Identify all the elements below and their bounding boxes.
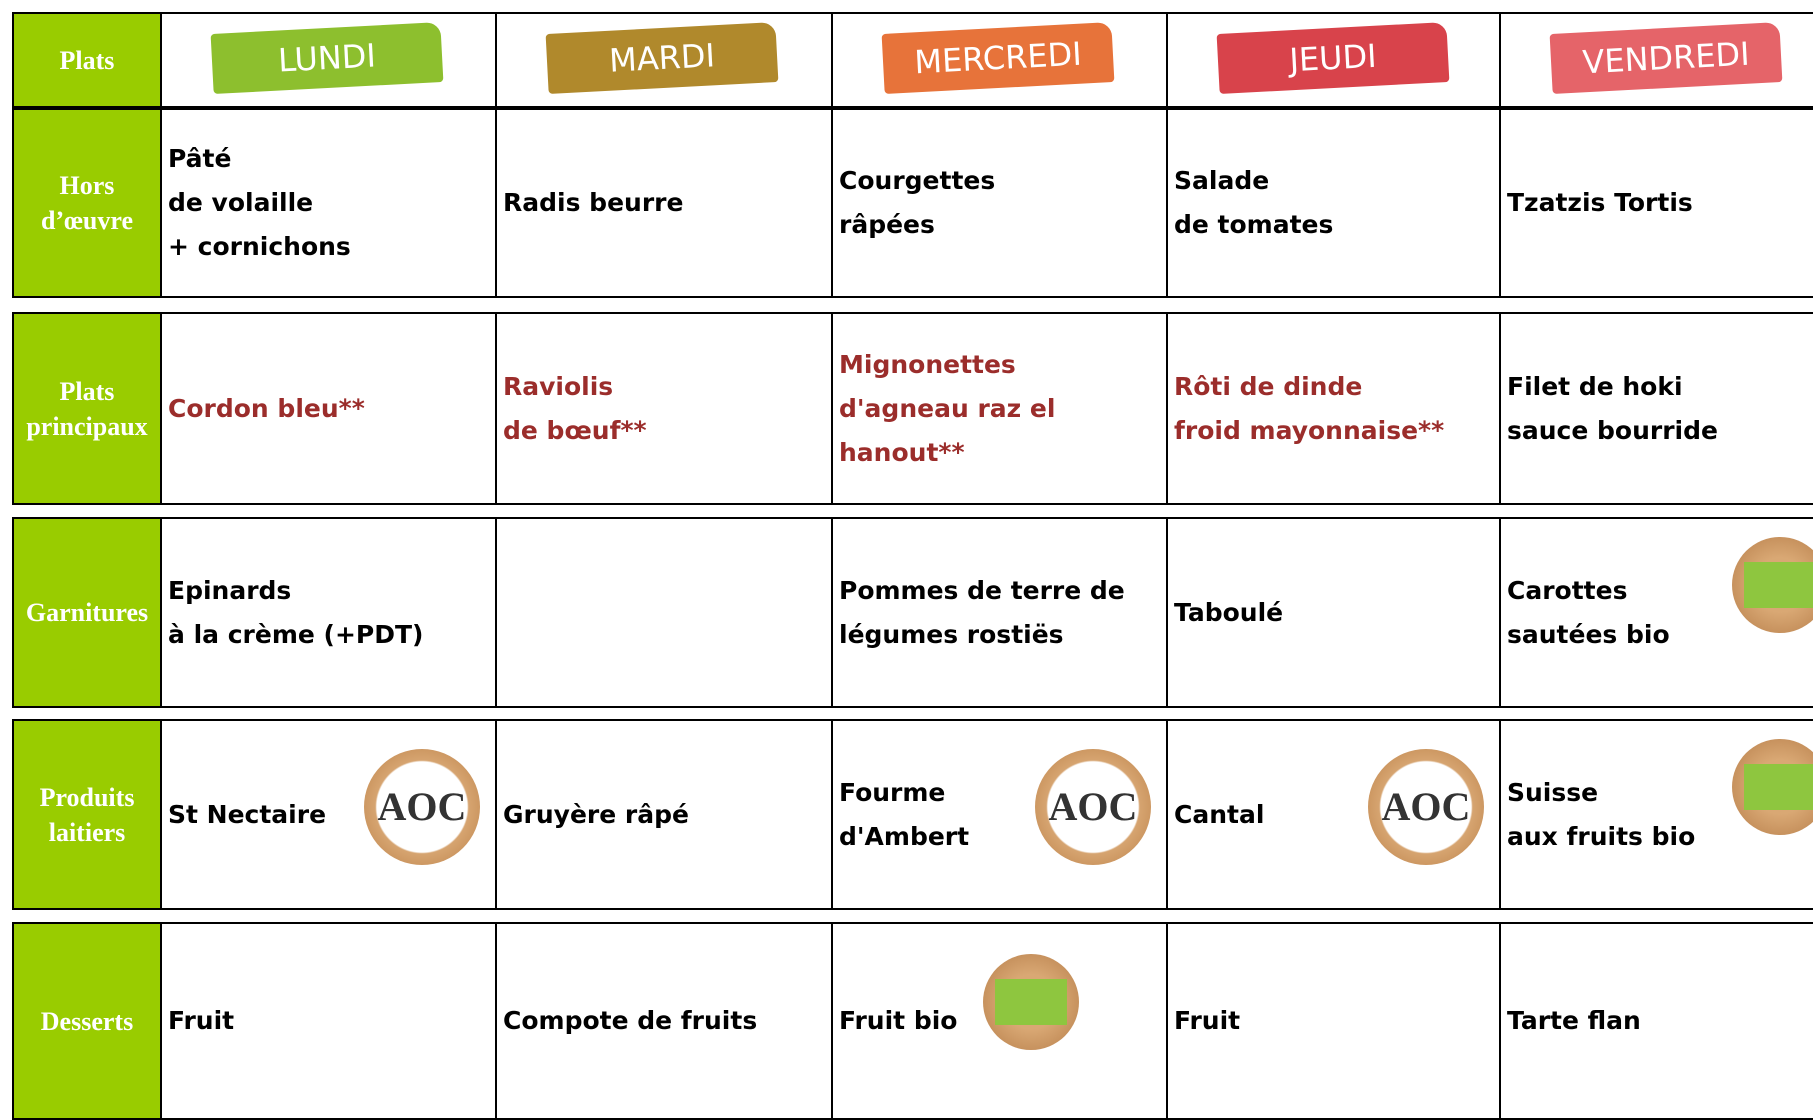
- dish-line: Raviolis: [503, 371, 614, 401]
- dish-line: légumes rostiës: [839, 619, 1064, 649]
- corner-label: Plats: [12, 12, 162, 108]
- dish-line: Fruit: [1174, 1006, 1241, 1035]
- menu-cell: Fruit: [160, 922, 497, 1120]
- dish-line: hanout**: [839, 437, 965, 467]
- dish-line: aux fruits bio: [1507, 821, 1696, 851]
- menu-cell: Raviolis de bœuf**: [495, 312, 833, 505]
- menu-cell: Fruit: [1166, 922, 1501, 1120]
- dish-line: Fruit bio: [839, 1006, 958, 1035]
- aoc-badge: AOC: [364, 748, 480, 865]
- dish-line: Radis beurre: [503, 188, 684, 217]
- menu-cell: Cordon bleu**: [160, 312, 497, 505]
- row-label: Garnitures: [12, 517, 162, 708]
- dish-line: Cordon bleu**: [168, 393, 365, 423]
- dish-line: Taboulé: [1174, 597, 1284, 627]
- dish-line: de bœuf**: [503, 415, 647, 445]
- row-label: Produits laitiers: [12, 719, 162, 910]
- day-cell: MERCREDI: [831, 12, 1168, 108]
- menu-cell: Epinards à la crème (+PDT): [160, 517, 497, 708]
- menu-cell: Pâté de volaille + cornichons: [160, 108, 497, 298]
- dish-line: Cantal: [1174, 799, 1265, 829]
- menu-cell: Courgettes râpées: [831, 108, 1168, 298]
- menu-cell: Carottes sautées bio: [1499, 517, 1813, 708]
- dish-line: râpées: [839, 210, 935, 239]
- menu-cell: Pommes de terre de légumes rostiës: [831, 517, 1168, 708]
- menu-cell: Taboulé: [1166, 517, 1501, 708]
- dish-line: à la crème (+PDT): [168, 619, 424, 649]
- dish-line: d'Ambert: [839, 821, 970, 851]
- menu-cell: Gruyère râpé: [495, 719, 833, 910]
- day-banner: VENDREDI: [1549, 22, 1783, 94]
- dish-line: de tomates: [1174, 210, 1334, 239]
- dish-line: Compote de fruits: [503, 1006, 758, 1035]
- day-banner: LUNDI: [210, 22, 444, 94]
- day-cell: VENDREDI: [1499, 12, 1813, 108]
- dish-line: Epinards: [168, 575, 292, 605]
- dish-line: froid mayonnaise**: [1174, 415, 1445, 445]
- day-cell: JEUDI: [1166, 12, 1501, 108]
- menu-cell: Tzatzis Tortis: [1499, 108, 1813, 298]
- menu-cell: Mignonettes d'agneau raz el hanout**: [831, 312, 1168, 505]
- day-cell: MARDI: [495, 12, 833, 108]
- menu-cell: Radis beurre: [495, 108, 833, 298]
- dish-line: Suisse: [1507, 777, 1599, 807]
- dish-line: Fourme: [839, 777, 946, 807]
- day-banner: JEUDI: [1216, 22, 1450, 94]
- dish-line: Pommes de terre de: [839, 575, 1125, 605]
- menu-cell: St Nectaire AOC: [160, 719, 497, 910]
- dish-line: Salade: [1174, 166, 1270, 195]
- menu-cell: Cantal AOC: [1166, 719, 1501, 910]
- dish-line: Courgettes: [839, 166, 996, 195]
- dish-line: Filet de hoki: [1507, 371, 1683, 401]
- bio-logo: [1732, 537, 1813, 633]
- dish-line: d'agneau raz el: [839, 393, 1056, 423]
- dish-line: Pâté: [168, 144, 232, 173]
- menu-cell: [495, 517, 833, 708]
- dish-line: Carottes: [1507, 575, 1628, 605]
- dish-line: Tarte flan: [1507, 1006, 1641, 1035]
- dish-line: Fruit: [168, 1006, 235, 1035]
- bio-logo: [983, 954, 1079, 1050]
- menu-cell: Fourme d'Ambert AOC: [831, 719, 1168, 910]
- menu-cell: Rôti de dinde froid mayonnaise**: [1166, 312, 1501, 505]
- day-banner: MARDI: [545, 22, 779, 94]
- row-label: Desserts: [12, 922, 162, 1120]
- dish-line: + cornichons: [168, 232, 351, 261]
- dish-line: sauce bourride: [1507, 415, 1718, 445]
- menu-cell: Tarte flan: [1499, 922, 1813, 1120]
- dish-line: Tzatzis Tortis: [1507, 188, 1693, 217]
- menu-cell: Filet de hoki sauce bourride: [1499, 312, 1813, 505]
- row-label: Plats principaux: [12, 312, 162, 505]
- dish-line: Rôti de dinde: [1174, 371, 1363, 401]
- row-label: Hors d’œuvre: [12, 108, 162, 298]
- day-banner: MERCREDI: [881, 22, 1115, 94]
- menu-cell: Fruit bio: [831, 922, 1168, 1120]
- day-cell: LUNDI: [160, 12, 497, 108]
- dish-line: St Nectaire: [168, 799, 327, 829]
- dish-line: Mignonettes: [839, 349, 1016, 379]
- menu-cell: Suisse aux fruits bio: [1499, 719, 1813, 910]
- dish-line: Gruyère râpé: [503, 799, 689, 829]
- aoc-badge: AOC: [1368, 748, 1484, 865]
- menu-cell: Compote de fruits: [495, 922, 833, 1120]
- dish-line: sautées bio: [1507, 619, 1670, 649]
- bio-logo: [1732, 739, 1813, 835]
- aoc-badge: AOC: [1035, 748, 1151, 865]
- menu-cell: Salade de tomates: [1166, 108, 1501, 298]
- dish-line: de volaille: [168, 188, 314, 217]
